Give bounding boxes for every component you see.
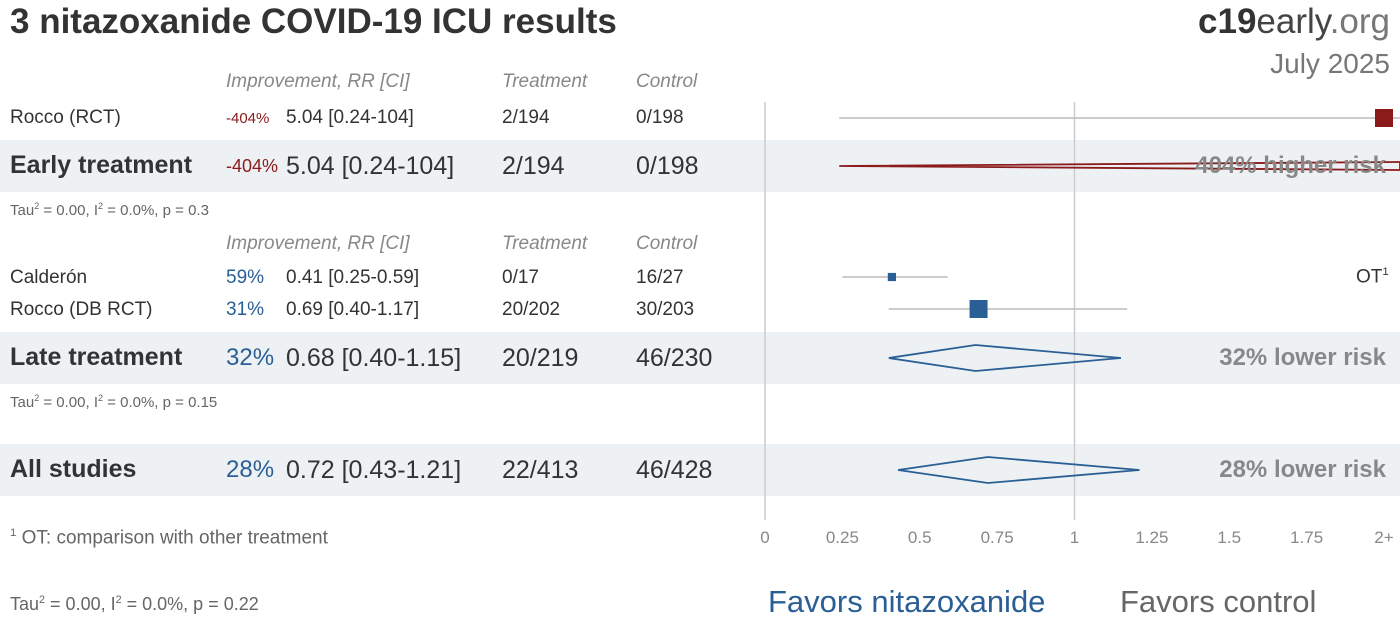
summary-control: 46/428	[636, 456, 713, 484]
study-name: Rocco (RCT)	[10, 107, 121, 128]
axis-tick-label: 1.5	[1217, 528, 1241, 547]
summary-name: Early treatment	[10, 151, 193, 179]
all-summary-band	[0, 444, 1400, 496]
late-risk-label: 32% lower risk	[1219, 344, 1386, 371]
summary-rr-ci: 0.68 [0.40-1.15]	[286, 344, 462, 372]
summary-improvement: 28%	[226, 456, 275, 483]
summary-rr-ci: 0.72 [0.43-1.21]	[286, 456, 462, 484]
study-improvement: 59%	[226, 267, 265, 288]
header-control: Control	[636, 71, 698, 92]
axis-tick-label: 0.25	[826, 528, 859, 547]
summary-treatment: 22/413	[502, 456, 579, 484]
summary-rr-ci: 5.04 [0.24-104]	[286, 152, 455, 180]
axis-tick-label: 1.25	[1135, 528, 1168, 547]
late-stats: Tau2 = 0.00, I2 = 0.0%, p = 0.15	[10, 393, 218, 411]
study-improvement: -404%	[226, 110, 270, 127]
summary-control: 0/198	[636, 152, 699, 180]
study-name: Calderón	[10, 267, 88, 288]
all-risk-label: 28% lower risk	[1219, 456, 1386, 483]
study-control: 0/198	[636, 107, 684, 128]
summary-name: Late treatment	[10, 343, 183, 371]
report-date: July 2025	[1270, 48, 1390, 79]
header-treatment: Treatment	[502, 71, 588, 92]
study-note: OT1	[1356, 266, 1389, 288]
summary-control: 46/230	[636, 344, 713, 372]
summary-improvement: -404%	[226, 156, 279, 176]
summary-improvement: 32%	[226, 344, 275, 371]
favors-treatment-label: Favors nitazoxanide	[768, 584, 1046, 619]
study-name: Rocco (DB RCT)	[10, 299, 153, 320]
study-point-marker	[1375, 109, 1393, 127]
header-control-late: Control	[636, 233, 698, 254]
study-control: 16/27	[636, 267, 684, 288]
summary-name: All studies	[10, 455, 137, 483]
axis-tick-label: 0.75	[981, 528, 1014, 547]
study-rr-ci: 5.04 [0.24-104]	[286, 107, 414, 128]
summary-treatment: 20/219	[502, 344, 579, 372]
study-point-marker	[969, 300, 988, 318]
study-control: 30/203	[636, 299, 695, 320]
summary-diamond	[839, 161, 1400, 171]
study-rr-ci: 0.69 [0.40-1.17]	[286, 299, 420, 320]
axis-tick-label: 1.75	[1290, 528, 1323, 547]
favors-control-label: Favors control	[1120, 584, 1317, 619]
axis-tick-label: 0.5	[908, 528, 932, 547]
summary-treatment: 2/194	[502, 152, 565, 180]
axis-tick-label: 2+	[1374, 528, 1393, 547]
axis-tick-label: 1	[1070, 528, 1079, 547]
early-stats: Tau2 = 0.00, I2 = 0.0%, p = 0.3	[10, 201, 209, 219]
page-title: 3 nitazoxanide COVID-19 ICU results	[10, 2, 617, 41]
summary-diamond	[897, 456, 1140, 484]
header-improvement: Improvement, RR [CI]	[226, 71, 410, 92]
summary-diamond	[888, 344, 1122, 372]
study-point-marker	[887, 272, 896, 282]
late-summary-band	[0, 332, 1400, 384]
study-treatment: 20/202	[502, 299, 561, 320]
early-risk-label: 404% higher risk	[1195, 152, 1386, 179]
axis-tick-label: 0	[760, 528, 769, 547]
header-improvement-late: Improvement, RR [CI]	[226, 233, 410, 254]
study-treatment: 2/194	[502, 107, 550, 128]
overall-stats: Tau2 = 0.00, I2 = 0.0%, p = 0.22	[10, 594, 259, 614]
brand-logo: c19early.org	[1198, 2, 1390, 41]
study-improvement: 31%	[226, 299, 265, 320]
study-treatment: 0/17	[502, 267, 539, 288]
study-rr-ci: 0.41 [0.25-0.59]	[286, 267, 420, 288]
footnote: 1 OT: comparison with other treatment	[10, 527, 328, 549]
header-treatment-late: Treatment	[502, 233, 588, 254]
early-summary-band	[0, 140, 1400, 192]
